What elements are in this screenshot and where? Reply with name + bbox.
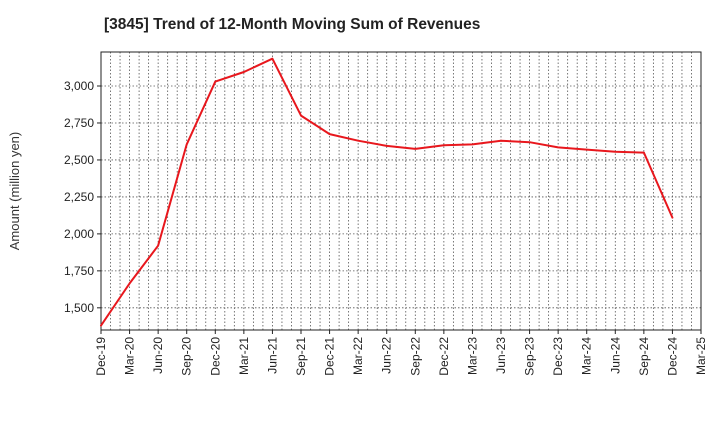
- grid-lines: [101, 52, 701, 330]
- x-tick-label: Jun-21: [265, 337, 279, 374]
- x-tick-label: Dec-21: [323, 337, 337, 376]
- x-tick-label: Sep-20: [180, 337, 194, 376]
- y-tick-label: 2,500: [64, 153, 94, 167]
- x-tick-labels: Dec-19 Mar-20 Jun-20 Sep-20 Dec-20 Mar-21 Jun-…: [94, 330, 708, 376]
- x-tick-label: Mar-20: [123, 337, 137, 375]
- x-tick-label: Sep-24: [637, 337, 651, 376]
- axes: [100, 51, 702, 331]
- x-tick-label: Mar-23: [465, 337, 479, 375]
- x-tick-label: Mar-25: [694, 337, 708, 375]
- x-tick-label: Sep-22: [408, 337, 422, 376]
- series-line: [100, 57, 674, 327]
- y-tick-label: 2,250: [64, 190, 94, 204]
- x-tick-label: Sep-23: [523, 337, 537, 376]
- x-tick-label: Dec-20: [208, 337, 222, 376]
- x-tick-label: Mar-24: [580, 337, 594, 375]
- x-tick-label: Jun-22: [380, 337, 394, 374]
- y-tick-label: 2,750: [64, 116, 94, 130]
- series-layer: [100, 57, 674, 327]
- plot-area: [101, 52, 701, 330]
- x-tick-label: Dec-19: [94, 337, 108, 376]
- x-tick-label: Dec-22: [437, 337, 451, 376]
- x-tick-label: Jun-23: [494, 337, 508, 374]
- y-tick-label: 2,000: [64, 227, 94, 241]
- y-tick-label: 1,750: [64, 264, 94, 278]
- y-tick-labels: 1,500 1,750 2,000 2,250 2,500 2,750 3,000: [64, 79, 101, 315]
- y-tick-label: 1,500: [64, 301, 94, 315]
- x-tick-label: Mar-21: [237, 337, 251, 375]
- x-tick-label: Jun-20: [151, 337, 165, 374]
- plot-frame: [100, 51, 702, 331]
- x-tick-label: Dec-23: [551, 337, 565, 376]
- x-tick-label: Dec-24: [665, 337, 679, 376]
- chart-title: [3845] Trend of 12-Month Moving Sum of R…: [104, 16, 481, 33]
- x-tick-label: Mar-22: [351, 337, 365, 375]
- x-tick-label: Jun-24: [608, 337, 622, 374]
- y-axis-label: Amount (million yen): [7, 132, 22, 251]
- x-tick-label: Sep-21: [294, 337, 308, 376]
- y-tick-label: 3,000: [64, 79, 94, 93]
